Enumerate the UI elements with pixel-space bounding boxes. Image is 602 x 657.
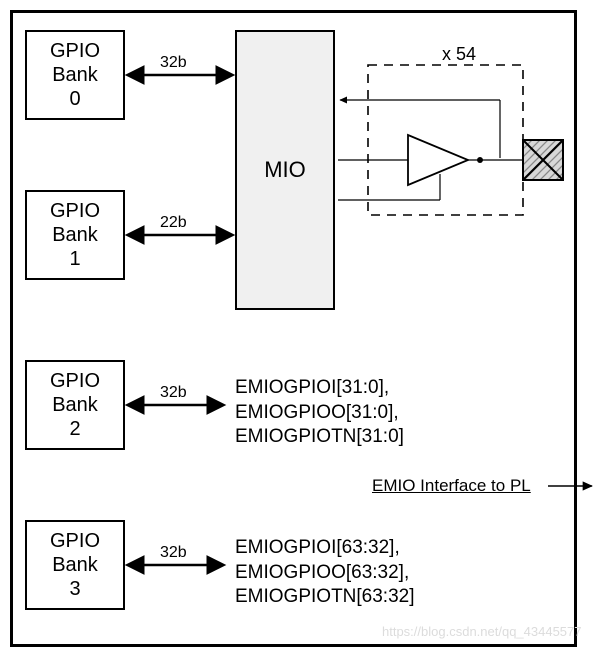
bus-label-bank1: 22b <box>160 214 187 232</box>
gpio-bank-0-label-2: 0 <box>69 87 80 111</box>
emio-bank3-line0: EMIOGPIOI[63:32], <box>235 536 415 561</box>
gpio-bank-1-label-0: GPIO <box>50 199 100 223</box>
gpio-bank-2-label-0: GPIO <box>50 369 100 393</box>
emio-bank3-line2: EMIOGPIOTN[63:32] <box>235 585 415 610</box>
bus-label-bank2: 32b <box>160 384 187 402</box>
gpio-bank-0-label-0: GPIO <box>50 39 100 63</box>
gpio-bank-1-label-2: 1 <box>69 247 80 271</box>
gpio-bank-0-label-1: Bank <box>52 63 98 87</box>
emio-bank2-line1: EMIOGPIOO[31:0], <box>235 401 404 426</box>
bus-label-bank3: 32b <box>160 544 187 562</box>
mio-box: MIO <box>235 30 335 310</box>
gpio-bank-3-label-1: Bank <box>52 553 98 577</box>
mio-label: MIO <box>264 157 306 183</box>
gpio-bank-1-label-1: Bank <box>52 223 98 247</box>
gpio-bank-2-box: GPIO Bank 2 <box>25 360 125 450</box>
gpio-bank-3-label-2: 3 <box>69 577 80 601</box>
emio-bank2-line2: EMIOGPIOTN[31:0] <box>235 425 404 450</box>
gpio-bank-0-box: GPIO Bank 0 <box>25 30 125 120</box>
gpio-bank-3-label-0: GPIO <box>50 529 100 553</box>
bus-label-bank0: 32b <box>160 54 187 72</box>
watermark-text: https://blog.csdn.net/qq_43445577 <box>382 624 582 639</box>
emio-signals-bank3: EMIOGPIOI[63:32], EMIOGPIOO[63:32], EMIO… <box>235 536 415 610</box>
emio-interface-label: EMIO Interface to PL <box>372 476 531 496</box>
emio-bank3-line1: EMIOGPIOO[63:32], <box>235 561 415 586</box>
emio-signals-bank2: EMIOGPIOI[31:0], EMIOGPIOO[31:0], EMIOGP… <box>235 376 404 450</box>
gpio-bank-3-box: GPIO Bank 3 <box>25 520 125 610</box>
emio-bank2-line0: EMIOGPIOI[31:0], <box>235 376 404 401</box>
io-cell-count-label: x 54 <box>442 44 476 65</box>
gpio-bank-2-label-2: 2 <box>69 417 80 441</box>
gpio-bank-2-label-1: Bank <box>52 393 98 417</box>
gpio-bank-1-box: GPIO Bank 1 <box>25 190 125 280</box>
